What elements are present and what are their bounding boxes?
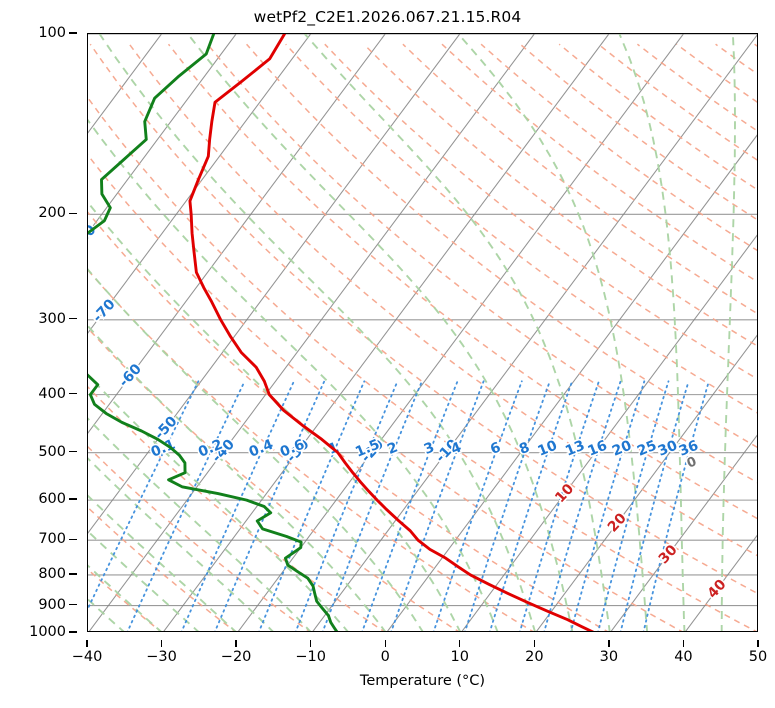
y-tickmark-200 [69,212,77,214]
x-tick-10: 10 [450,649,469,665]
sounding-profiles [88,34,595,631]
y-tick-500: 500 [38,443,66,460]
gridline-labels: -90-90-80-80-70-70-60-60-50-50-40-40-30-… [88,220,731,603]
x-tick--20: −20 [220,649,252,665]
chart-title: wetPf2_C2E1.2026.067.21.15.R04 [253,8,522,26]
x-tickmark-0 [384,640,386,647]
x-axis-ticklabels: −40 −30 −20 −10 0 10 20 30 40 50 [72,640,767,665]
y-tickmark-900 [69,603,77,606]
y-tick-700: 700 [38,531,66,548]
y-tick-600: 600 [38,491,66,508]
svg-text:36: 36 [677,438,701,460]
x-tickmark--10 [309,640,312,647]
x-tickmark-10 [459,640,461,647]
svg-text:10: 10 [535,438,559,460]
y-tick-200: 200 [38,205,66,222]
x-tick-40: 40 [674,649,693,665]
svg-text:20: 20 [610,438,634,460]
x-tickmark-20 [533,640,536,647]
x-tick-30: 30 [599,649,619,665]
y-tickmark-100 [69,32,77,34]
background-gridlines [88,34,757,631]
x-tick--30: −30 [146,649,177,665]
y-tickmark-400 [69,392,77,395]
y-tick-300: 300 [38,310,66,327]
svg-text:-80: -80 [88,222,100,252]
y-tickmark-700 [69,538,77,540]
profile-temperature [188,34,595,631]
x-tick-0: 0 [380,649,390,665]
x-tickmark-40 [682,640,685,647]
x-tickmark-50 [757,640,759,647]
svg-text:30: 30 [656,438,680,460]
x-tickmark-30 [608,640,610,647]
x-tick--10: −10 [295,649,326,665]
y-tick-900: 900 [38,596,66,613]
svg-text:13: 13 [563,438,587,460]
svg-text:25: 25 [635,438,659,460]
svg-text:16: 16 [585,438,609,460]
plot-area: -90-90-80-80-70-70-60-60-50-50-40-40-30-… [87,33,758,632]
x-tickmark--40 [86,640,88,647]
y-tick-400: 400 [38,385,66,402]
y-tickmark-300 [69,318,77,320]
x-tickmark--30 [160,640,163,647]
plot-frame: -90-90-80-80-70-70-60-60-50-50-40-40-30-… [87,33,758,632]
y-tickmark-1000 [69,631,77,633]
x-tick--40: −40 [71,649,103,665]
y-tickmark-600 [69,498,77,500]
x-axis-label: Temperature (°C) [359,673,486,689]
y-tickmark-500 [69,450,77,453]
y-tick-800: 800 [38,565,66,582]
profile-dew-point [88,34,339,631]
x-tick-50: 50 [748,649,768,665]
x-tickmark--20 [235,640,237,647]
x-tick-20: 20 [525,649,544,665]
y-tickmark-800 [69,573,77,575]
y-tick-100: 100 [38,25,66,41]
y-tick-1000: 1000 [29,624,66,640]
y-axis-ticklabels: 100 200 300 400 500 600 700 800 900 1000 [0,25,79,640]
